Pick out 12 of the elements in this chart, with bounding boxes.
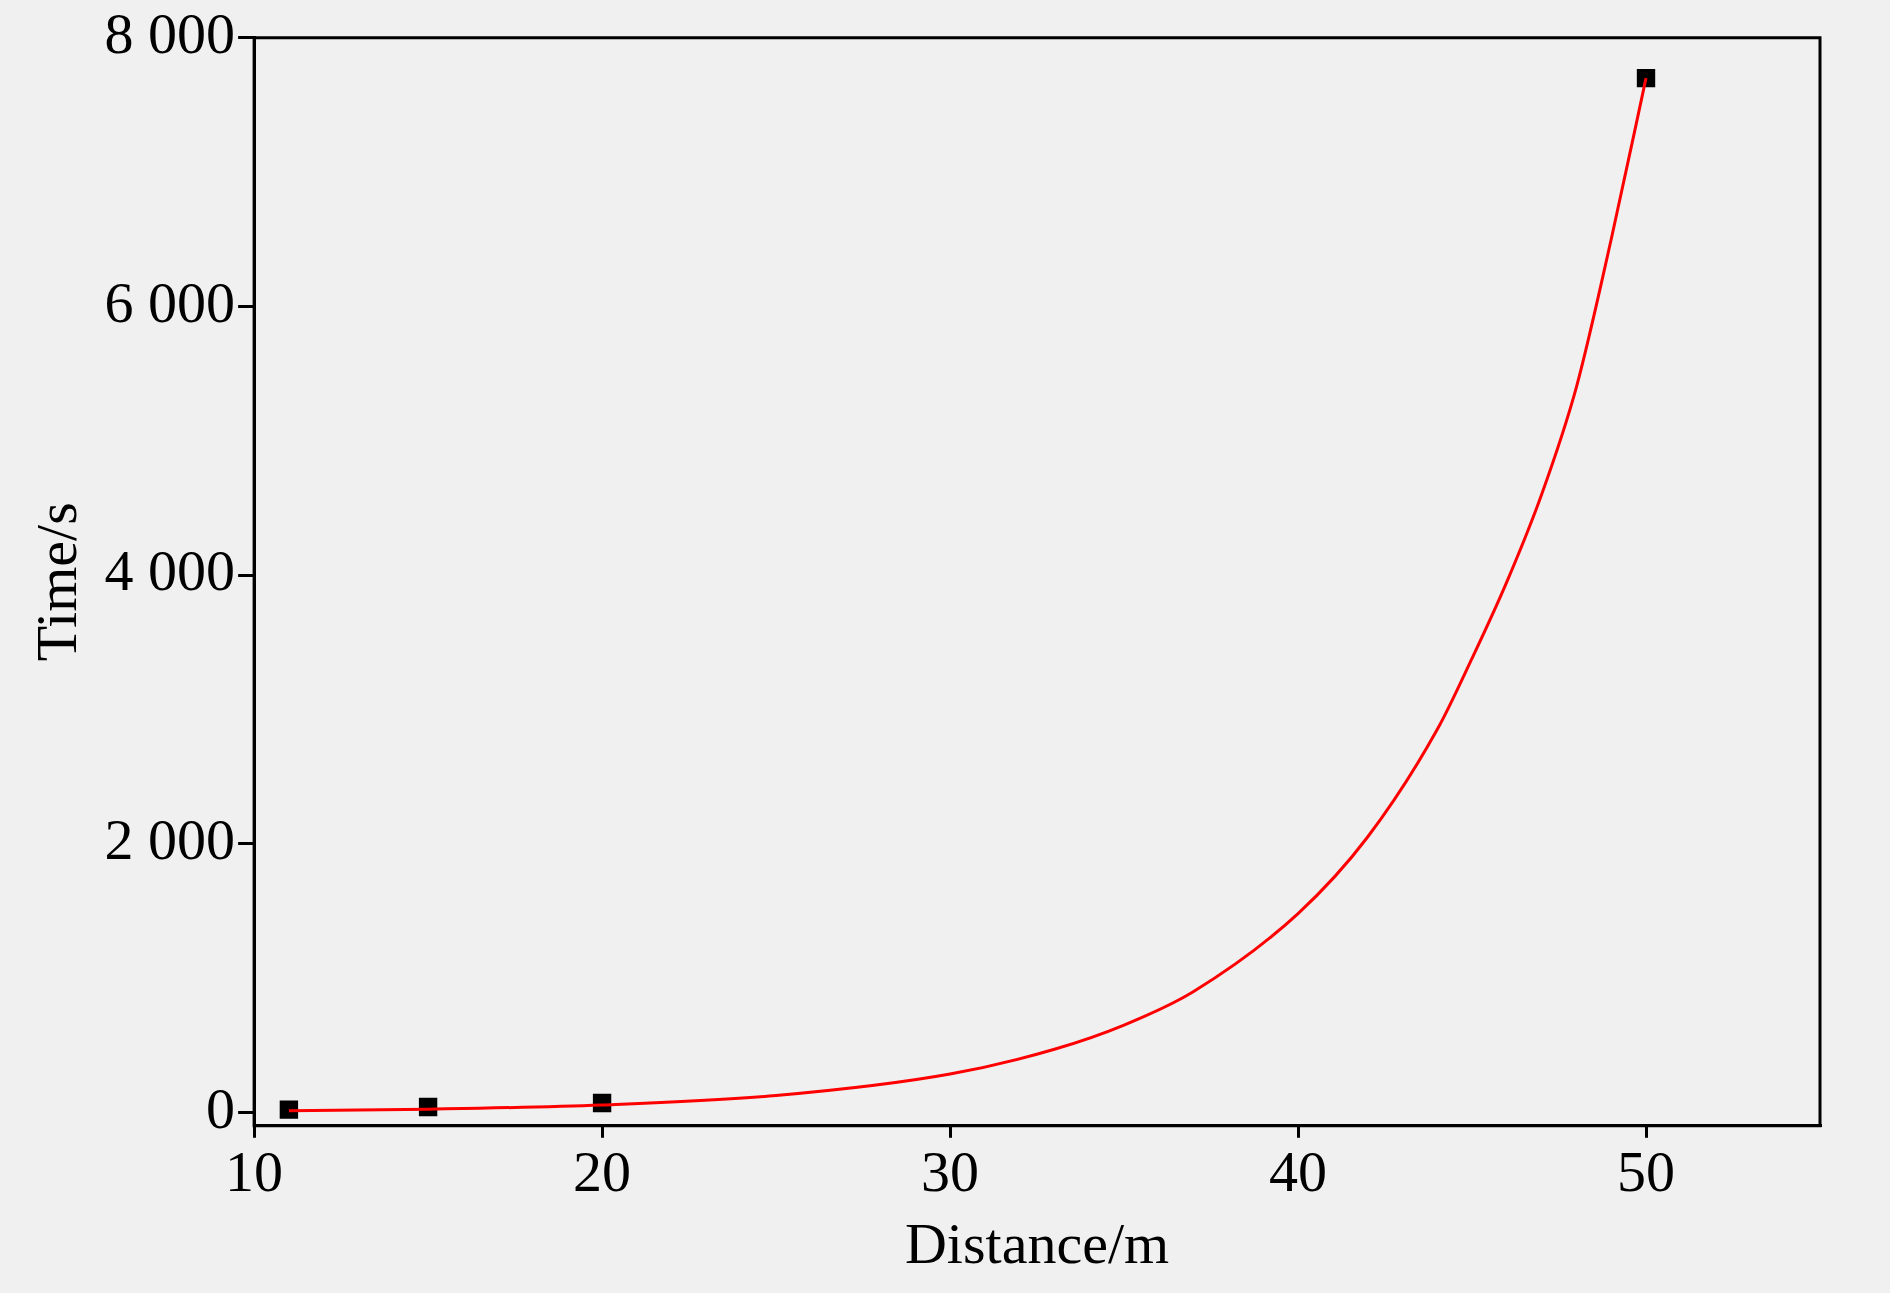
x-tick-label: 50 <box>1617 1138 1676 1204</box>
x-tick-label: 20 <box>573 1138 632 1204</box>
y-tick-label: 0 <box>206 1075 236 1141</box>
y-tick-label: 6 000 <box>104 269 236 335</box>
y-tick-label: 4 000 <box>104 538 236 604</box>
x-tick-label: 10 <box>225 1138 284 1204</box>
x-axis-title: Distance/m <box>904 1211 1170 1277</box>
x-tick-label: 40 <box>1269 1138 1328 1204</box>
x-tick-label: 30 <box>921 1138 980 1204</box>
y-tick-label: 8 000 <box>104 1 236 67</box>
y-tick-label: 2 000 <box>104 806 236 872</box>
y-axis-title: Time/s <box>24 502 90 662</box>
